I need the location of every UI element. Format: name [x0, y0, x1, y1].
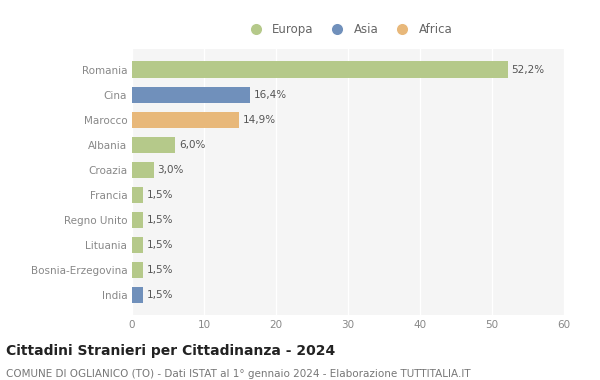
Bar: [132, 87, 250, 103]
Bar: [132, 212, 143, 228]
Bar: [132, 237, 143, 253]
Text: 16,4%: 16,4%: [254, 90, 287, 100]
Text: 6,0%: 6,0%: [179, 140, 205, 150]
Bar: [132, 137, 175, 153]
Text: 3,0%: 3,0%: [157, 165, 184, 175]
Text: 14,9%: 14,9%: [243, 115, 276, 125]
Text: 1,5%: 1,5%: [146, 215, 173, 225]
Text: COMUNE DI OGLIANICO (TO) - Dati ISTAT al 1° gennaio 2024 - Elaborazione TUTTITAL: COMUNE DI OGLIANICO (TO) - Dati ISTAT al…: [6, 369, 470, 378]
Text: 1,5%: 1,5%: [146, 190, 173, 200]
Text: 52,2%: 52,2%: [511, 65, 545, 74]
Text: 1,5%: 1,5%: [146, 240, 173, 250]
Bar: [132, 162, 154, 178]
Legend: Europa, Asia, Africa: Europa, Asia, Africa: [239, 18, 457, 41]
Text: Cittadini Stranieri per Cittadinanza - 2024: Cittadini Stranieri per Cittadinanza - 2…: [6, 344, 335, 358]
Bar: [132, 287, 143, 303]
Bar: [132, 187, 143, 203]
Bar: [132, 262, 143, 278]
Bar: [132, 112, 239, 128]
Bar: [132, 62, 508, 78]
Text: 1,5%: 1,5%: [146, 290, 173, 300]
Text: 1,5%: 1,5%: [146, 265, 173, 275]
